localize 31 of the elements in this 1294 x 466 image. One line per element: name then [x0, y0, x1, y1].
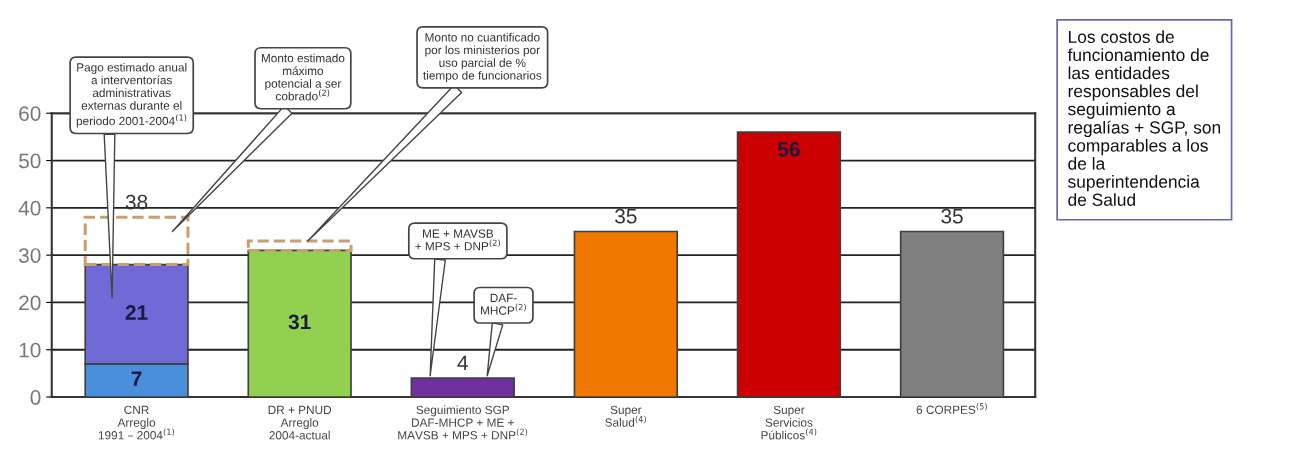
data-label: 35 — [941, 208, 963, 224]
text: Monto estimado máximo potencial a ser cobrado$^{(2)}$ — [261, 53, 345, 101]
total-label: 38 — [125, 194, 148, 210]
y-tick-label: 20 — [19, 295, 41, 311]
x-tick-label: Super Salud$^{(4)}$ — [605, 405, 646, 427]
annotation: ME + MAVSB + MPS + DNP$^{(2)}$ — [415, 229, 500, 251]
y-tick-label: 50 — [19, 153, 41, 169]
bar — [573, 230, 679, 398]
bar — [736, 131, 842, 398]
y-tick-label: 30 — [18, 248, 41, 263]
x-tick-label: Seguimiento SGP DAF-MHCP + ME + MAVSB + MPS + DNP$^{(2)}$ — [398, 405, 528, 440]
x-tick-label: CNR Arreglo 1991 – 2004$^{(1)}$ — [98, 405, 175, 440]
data-label: 4 — [457, 355, 468, 371]
x-tick-label: 6 CORPES$^{(5)}$ — [916, 403, 987, 414]
y-tick-label: 60 — [19, 106, 41, 121]
data-label: 56 — [777, 141, 800, 157]
bar — [247, 249, 352, 398]
text: Monto no cuantificado por los ministerios por uso parcial de % tiempo de funcionarios — [423, 32, 542, 82]
bar — [899, 230, 1005, 398]
data-label: 21 — [125, 305, 148, 320]
annotation: DAF- MHCP$^{(2)}$ — [481, 293, 526, 315]
annotation: Pago estimado anual a interventorías administrativas externas durante el periodo 2001-2004$^{(1)}$ — [76, 62, 187, 128]
data-label: 35 — [615, 208, 637, 224]
y-tick-label: 40 — [18, 200, 41, 216]
data-label: 7 — [131, 371, 142, 386]
data-label: 31 — [288, 314, 311, 330]
x-tick-label: Super Servicios Públicos$^{(4)}$ — [761, 405, 817, 440]
text: Los costos de funcionamiento de las entidades responsables del seguimiento a regalías + SGP, son comparables a los de la superintendencia de Salud — [1067, 30, 1221, 206]
y-tick-label: 0 — [30, 390, 41, 405]
y-tick-label: 10 — [19, 342, 41, 358]
x-tick-label: DR + PNUD Arreglo 2004-actual — [268, 405, 332, 440]
